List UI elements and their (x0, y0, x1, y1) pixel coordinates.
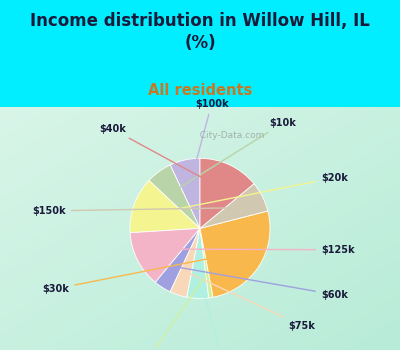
Wedge shape (149, 165, 200, 228)
Text: $100k: $100k (191, 99, 228, 181)
Wedge shape (200, 228, 213, 298)
Text: $125k: $125k (162, 245, 355, 255)
Text: Income distribution in Willow Hill, IL
(%): Income distribution in Willow Hill, IL (… (30, 12, 370, 52)
Text: $40k: $40k (99, 124, 217, 186)
Wedge shape (187, 228, 209, 299)
Text: City-Data.com: City-Data.com (194, 132, 264, 140)
Wedge shape (170, 228, 200, 297)
Text: $75k: $75k (188, 273, 316, 331)
Text: $150k: $150k (32, 206, 238, 216)
Wedge shape (130, 228, 200, 282)
Wedge shape (130, 180, 200, 233)
Text: $20k: $20k (160, 173, 348, 212)
Wedge shape (200, 211, 270, 297)
Wedge shape (200, 158, 254, 228)
Text: $50k: $50k (199, 276, 235, 350)
Wedge shape (170, 158, 200, 228)
Text: $10k: $10k (176, 118, 296, 190)
Text: $200k: $200k (132, 276, 206, 350)
Text: $60k: $60k (178, 267, 348, 300)
Text: All residents: All residents (148, 83, 252, 98)
Wedge shape (200, 184, 268, 228)
Wedge shape (155, 228, 200, 292)
Text: $30k: $30k (42, 253, 236, 294)
